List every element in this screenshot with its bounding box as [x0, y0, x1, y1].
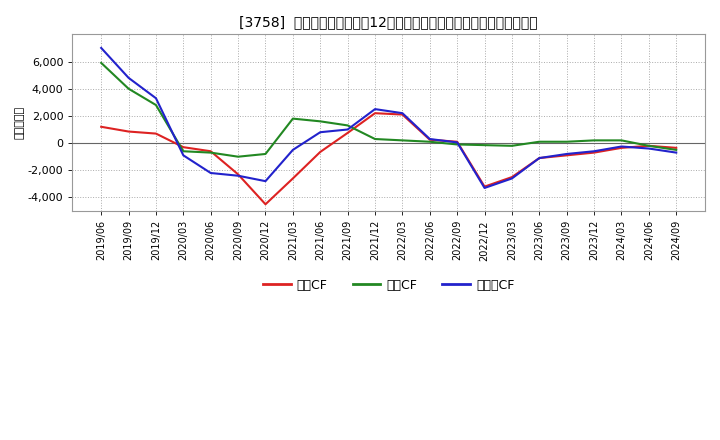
Y-axis label: （百万円）: （百万円） [15, 106, 25, 139]
フリーCF [316, 130, 325, 135]
フリーCF [289, 147, 297, 153]
投資CF [672, 147, 680, 153]
投資CF [398, 138, 407, 143]
フリーCF [97, 45, 106, 51]
営業CF [535, 155, 544, 161]
投資CF [97, 60, 106, 66]
営業CF [426, 137, 434, 142]
営業CF [672, 145, 680, 150]
営業CF [207, 149, 215, 154]
投資CF [590, 138, 598, 143]
フリーCF [617, 144, 626, 149]
フリーCF [453, 140, 462, 145]
投資CF [152, 103, 161, 108]
フリーCF [590, 149, 598, 154]
営業CF [590, 150, 598, 155]
投資CF [343, 123, 352, 128]
投資CF [562, 139, 571, 144]
投資CF [371, 136, 379, 142]
営業CF [125, 129, 133, 134]
フリーCF [125, 75, 133, 81]
営業CF [453, 139, 462, 144]
Line: 営業CF: 営業CF [102, 113, 676, 204]
フリーCF [508, 176, 516, 181]
営業CF [398, 112, 407, 117]
投資CF [125, 86, 133, 92]
フリーCF [152, 95, 161, 101]
投資CF [508, 143, 516, 148]
投資CF [234, 154, 243, 159]
営業CF [480, 184, 489, 189]
投資CF [426, 139, 434, 144]
フリーCF [371, 106, 379, 112]
投資CF [644, 143, 653, 148]
フリーCF [234, 173, 243, 178]
営業CF [261, 202, 270, 207]
営業CF [316, 149, 325, 154]
営業CF [644, 143, 653, 148]
フリーCF [426, 136, 434, 142]
フリーCF [207, 170, 215, 176]
営業CF [97, 124, 106, 129]
フリーCF [480, 185, 489, 191]
投資CF [617, 138, 626, 143]
投資CF [453, 142, 462, 147]
営業CF [617, 145, 626, 150]
投資CF [535, 139, 544, 144]
営業CF [289, 176, 297, 181]
フリーCF [535, 155, 544, 161]
営業CF [371, 110, 379, 116]
営業CF [343, 130, 352, 136]
Line: フリーCF: フリーCF [102, 48, 676, 188]
フリーCF [398, 110, 407, 116]
フリーCF [343, 127, 352, 132]
営業CF [152, 131, 161, 136]
Title: [3758]  キャッシュフローの12か月移動合計の対前年同期増減額の推移: [3758] キャッシュフローの12か月移動合計の対前年同期増減額の推移 [240, 15, 538, 29]
投資CF [316, 119, 325, 124]
営業CF [179, 144, 188, 150]
投資CF [179, 149, 188, 154]
投資CF [480, 143, 489, 148]
投資CF [261, 151, 270, 157]
フリーCF [179, 153, 188, 158]
営業CF [508, 174, 516, 180]
フリーCF [562, 151, 571, 157]
フリーCF [644, 146, 653, 151]
Legend: 営業CF, 投資CF, フリーCF: 営業CF, 投資CF, フリーCF [258, 274, 519, 297]
投資CF [289, 116, 297, 121]
営業CF [562, 153, 571, 158]
Line: 投資CF: 投資CF [102, 63, 676, 157]
フリーCF [672, 150, 680, 155]
フリーCF [261, 179, 270, 184]
投資CF [207, 150, 215, 155]
営業CF [234, 172, 243, 177]
